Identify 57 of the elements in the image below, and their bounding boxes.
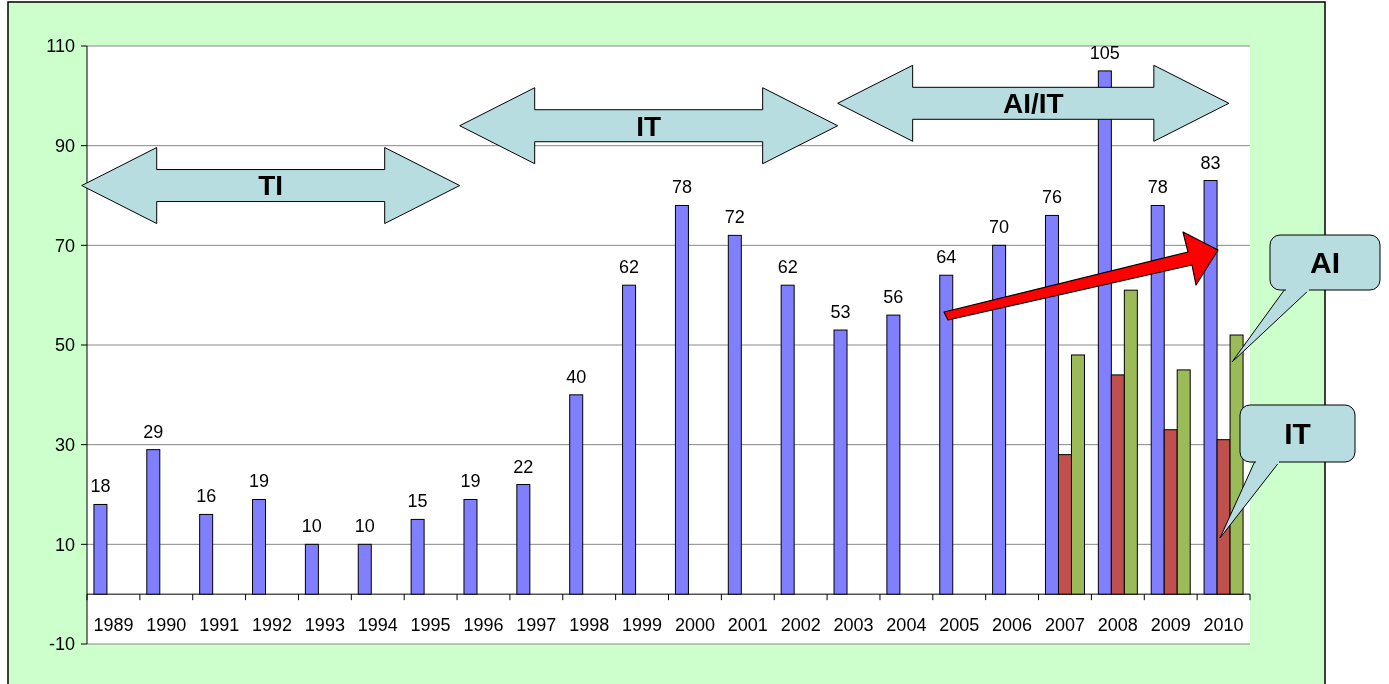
annotation: IT (636, 110, 662, 142)
x-tick-label: 2005 (939, 615, 980, 636)
data-label: 16 (196, 486, 217, 507)
data-label: 76 (1041, 187, 1062, 208)
data-label: 15 (407, 491, 428, 512)
x-tick-label: 1999 (622, 615, 663, 636)
data-label: 40 (566, 366, 587, 387)
series-label: IT (1284, 417, 1311, 450)
data-label: 18 (90, 476, 111, 497)
x-tick-label: 2006 (992, 615, 1033, 636)
x-tick-label: 1991 (199, 615, 240, 636)
data-label: 83 (1200, 152, 1221, 173)
callout-box: IT (1219, 404, 1356, 539)
data-label: 29 (143, 421, 164, 442)
x-tick-label: 1989 (93, 615, 134, 636)
x-tick-label: 2008 (1097, 615, 1138, 636)
data-label: 10 (301, 516, 322, 537)
x-tick-label: 1992 (252, 615, 293, 636)
x-tick-label: 1994 (357, 615, 398, 636)
data-label: 70 (989, 217, 1010, 238)
x-tick-label: 2001 (727, 615, 768, 636)
x-tick-label: 2010 (1203, 615, 1244, 636)
x-tick-label: 1996 (463, 615, 504, 636)
data-label: 10 (354, 516, 375, 537)
y-tick-label: -10 (48, 634, 75, 655)
y-tick-label: 30 (54, 434, 75, 455)
x-tick-label: 2004 (886, 615, 927, 636)
data-label: 22 (513, 456, 534, 477)
x-tick-label: 1997 (516, 615, 557, 636)
data-label: 72 (724, 207, 745, 228)
x-tick-label: 1990 (146, 615, 187, 636)
data-label: 62 (777, 257, 798, 278)
data-label: 19 (460, 471, 481, 492)
data-label: 78 (1147, 177, 1168, 198)
data-label: 62 (619, 257, 640, 278)
x-tick-label: 2007 (1044, 615, 1085, 636)
y-tick-label: 70 (54, 235, 75, 256)
x-tick-label: 1993 (304, 615, 345, 636)
x-tick-label: 2003 (833, 615, 874, 636)
x-tick-label: 2000 (674, 615, 715, 636)
x-tick-label: 1995 (410, 615, 451, 636)
x-tick-label: 1998 (569, 615, 610, 636)
annotation: TI (258, 170, 284, 202)
data-label: 78 (671, 177, 692, 198)
data-label: 64 (936, 247, 957, 268)
y-tick-label: 110 (46, 36, 75, 57)
annotation: AI/IT (1002, 88, 1064, 120)
y-tick-label: 50 (54, 335, 75, 356)
y-tick-label: 10 (54, 534, 75, 555)
data-label: 105 (1089, 42, 1120, 63)
data-label: 56 (883, 287, 904, 308)
data-label: 19 (249, 471, 270, 492)
y-tick-label: 90 (54, 135, 75, 156)
callout-box: AI (1231, 234, 1381, 363)
x-tick-label: 2002 (780, 615, 821, 636)
data-label: 53 (830, 302, 851, 323)
x-tick-label: 2009 (1150, 615, 1191, 636)
